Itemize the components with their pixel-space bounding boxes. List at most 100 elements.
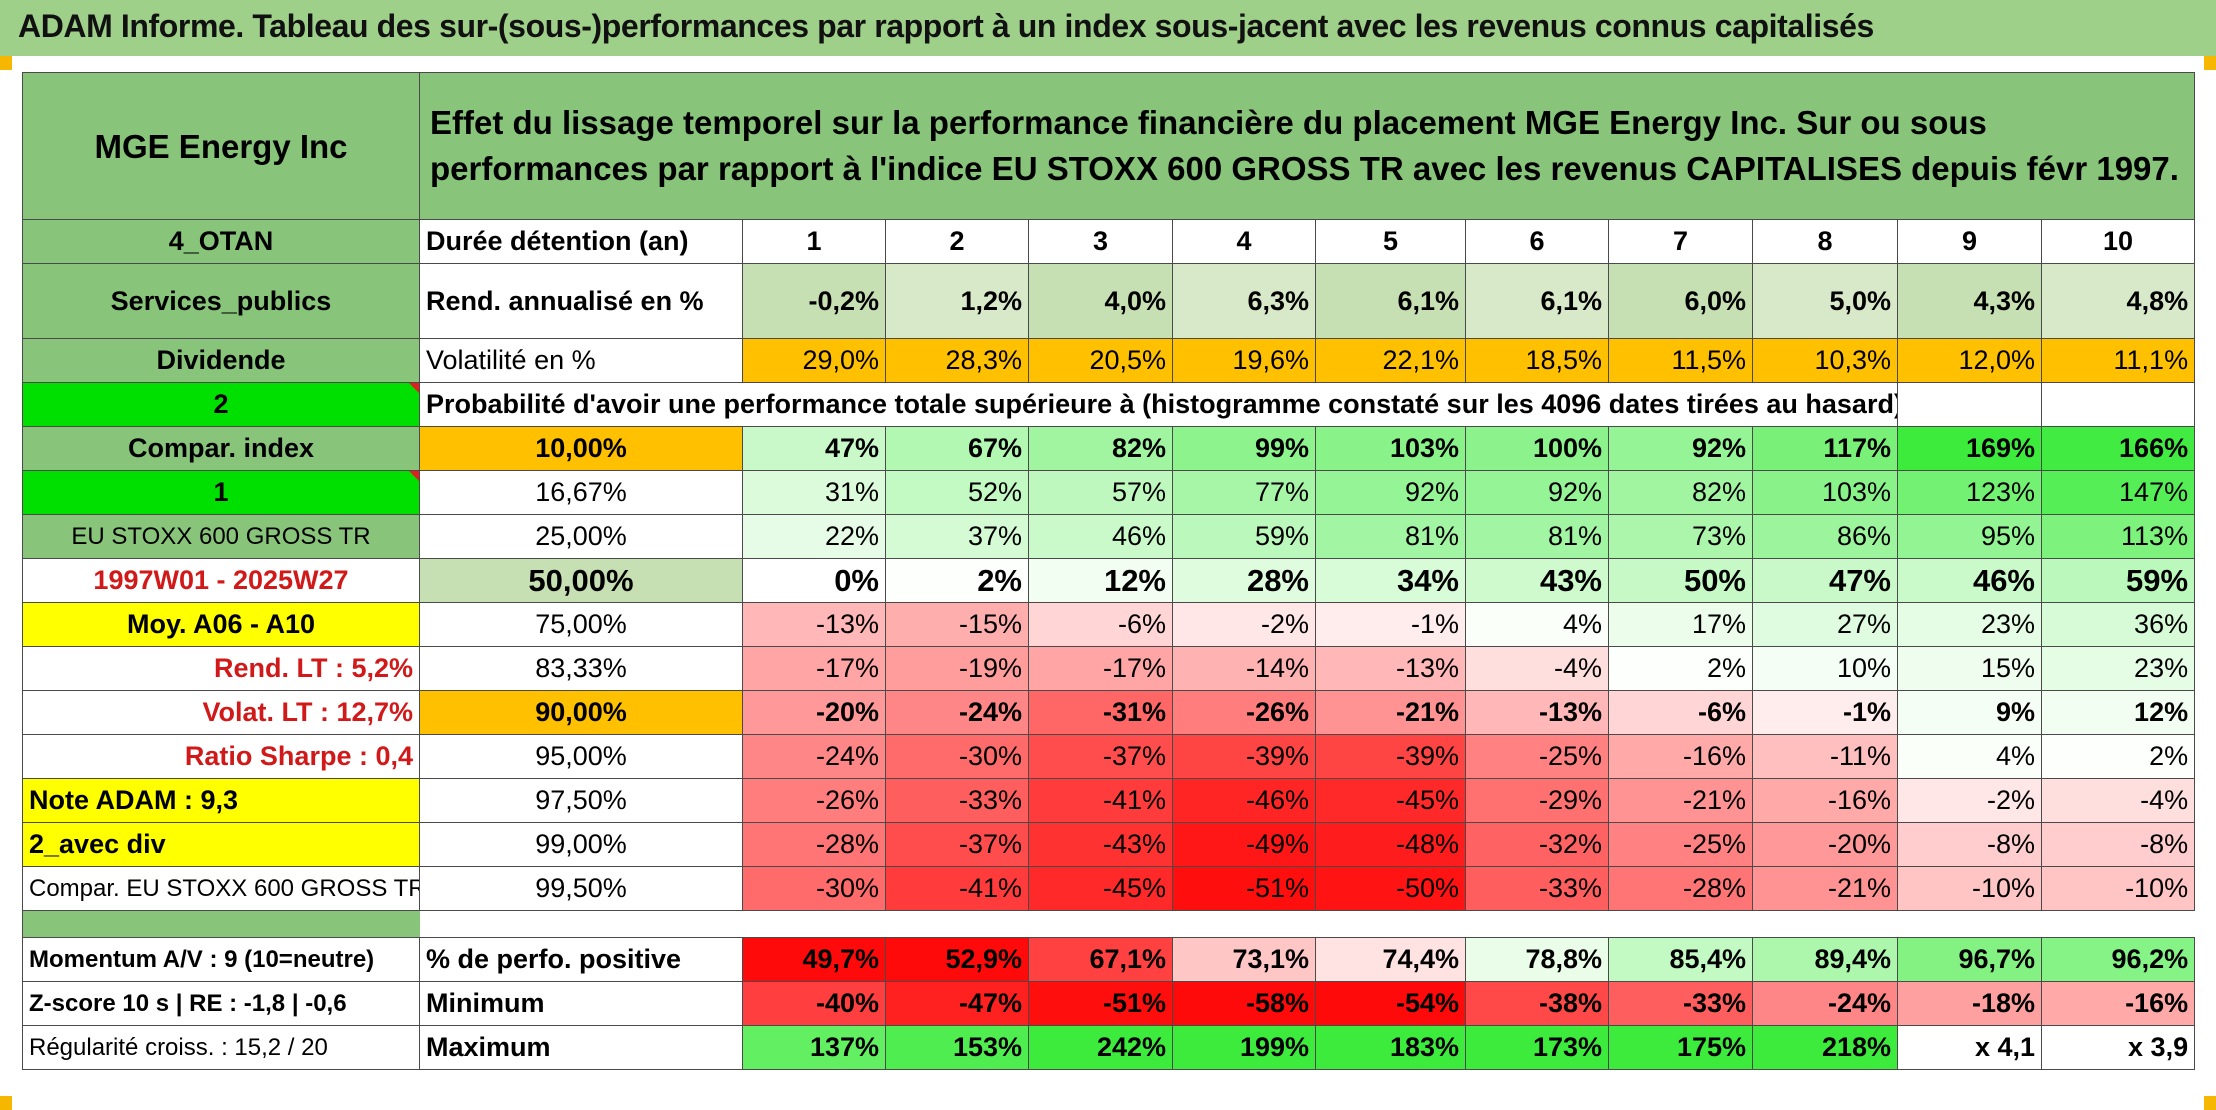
- threshold-value: 81%: [1315, 514, 1466, 559]
- threshold-value: -31%: [1028, 690, 1173, 735]
- corner-marker: [0, 56, 12, 70]
- empty-cell: [2040, 382, 2196, 427]
- spacer-cell: [1898, 911, 2042, 938]
- threshold-value: 4%: [1465, 602, 1609, 647]
- threshold-value: 52%: [885, 470, 1029, 515]
- threshold-value: 12%: [1028, 558, 1173, 603]
- threshold-value: 81%: [1465, 514, 1609, 559]
- maximum-value: 183%: [1315, 1025, 1466, 1070]
- positive-value: 85,4%: [1608, 937, 1753, 982]
- threshold-value: -25%: [1608, 822, 1753, 867]
- positive-value: 67,1%: [1028, 937, 1173, 982]
- threshold-value: 123%: [1897, 470, 2042, 515]
- table-row: Services_publics Rend. annualisé en % -0,2…: [22, 263, 2196, 339]
- dividende-value: 2: [22, 382, 420, 427]
- threshold-value: -14%: [1172, 646, 1316, 691]
- company-name: MGE Energy Inc: [22, 72, 420, 220]
- threshold-value: -13%: [742, 602, 886, 647]
- threshold-value: 9%: [1897, 690, 2042, 735]
- table-row: 2 Probabilité d'avoir une performance tot…: [22, 382, 2196, 427]
- threshold-value: 77%: [1172, 470, 1316, 515]
- threshold-value: -33%: [885, 778, 1029, 823]
- minimum-value: -47%: [885, 981, 1029, 1026]
- threshold-row: Compar. index 10,00% 47% 67% 82% 99% 103% 100% 9…: [22, 426, 2196, 471]
- threshold-label: 99,00%: [419, 822, 743, 867]
- volat-value: 10,3%: [1752, 338, 1898, 383]
- threshold-value: -1%: [1315, 602, 1466, 647]
- threshold-value: 27%: [1752, 602, 1898, 647]
- threshold-value: -28%: [742, 822, 886, 867]
- maximum-value: 175%: [1608, 1025, 1753, 1070]
- threshold-value: -41%: [885, 866, 1029, 911]
- threshold-value: 46%: [1897, 558, 2042, 603]
- maximum-value: 218%: [1752, 1025, 1898, 1070]
- threshold-label: 99,50%: [419, 866, 743, 911]
- positive-label: % de perfo. positive: [419, 937, 743, 982]
- threshold-value: -43%: [1028, 822, 1173, 867]
- spacer-cell: [1029, 911, 1173, 938]
- corner-marker: [2204, 1096, 2216, 1110]
- threshold-value: -46%: [1172, 778, 1316, 823]
- volat-value: 20,5%: [1028, 338, 1173, 383]
- minimum-value: -40%: [742, 981, 886, 1026]
- rend-value: 4,8%: [2040, 263, 2196, 339]
- duree-label: Durée détention (an): [419, 219, 743, 264]
- threshold-label: 50,00%: [419, 558, 743, 603]
- threshold-value: -2%: [1172, 602, 1316, 647]
- minimum-value: -33%: [1608, 981, 1753, 1026]
- threshold-value: -48%: [1315, 822, 1466, 867]
- threshold-value: -24%: [742, 734, 886, 779]
- threshold-value: 73%: [1608, 514, 1753, 559]
- threshold-row: Ratio Sharpe : 0,4 95,00% -24% -30% -37% -39%…: [22, 734, 2196, 779]
- volat-lt-label: Volat. LT : 12,7%: [22, 690, 420, 735]
- maximum-value: 242%: [1028, 1025, 1173, 1070]
- threshold-value: 92%: [1465, 470, 1609, 515]
- threshold-row: 1997W01 - 2025W27 50,00% 0% 2% 12% 28% 34% 43% 5…: [22, 558, 2196, 603]
- threshold-value: -20%: [1752, 822, 1898, 867]
- index-name: EU STOXX 600 GROSS TR: [22, 514, 420, 559]
- corner-marker: [2204, 56, 2216, 70]
- rend-value: 6,1%: [1315, 263, 1466, 339]
- threshold-value: 99%: [1172, 426, 1316, 471]
- year-header: 4: [1172, 219, 1316, 264]
- threshold-value: -30%: [742, 866, 886, 911]
- minimum-value: -54%: [1315, 981, 1466, 1026]
- threshold-value: 2%: [1608, 646, 1753, 691]
- spacer-cell: [886, 911, 1029, 938]
- threshold-label: 97,50%: [419, 778, 743, 823]
- threshold-value: 82%: [1608, 470, 1753, 515]
- threshold-row: EU STOXX 600 GROSS TR 25,00% 22% 37% 46% 59% 8…: [22, 514, 2196, 559]
- threshold-value: 92%: [1315, 470, 1466, 515]
- rend-value: -0,2%: [742, 263, 886, 339]
- threshold-value: -17%: [1028, 646, 1173, 691]
- table-body: MGE Energy Inc Effet du lissage temporel…: [22, 72, 2196, 1070]
- year-header: 1: [742, 219, 886, 264]
- positive-value: 96,7%: [1897, 937, 2042, 982]
- threshold-value: -1%: [1752, 690, 1898, 735]
- year-header: 6: [1465, 219, 1609, 264]
- volat-value: 22,1%: [1315, 338, 1466, 383]
- threshold-label: 16,67%: [419, 470, 743, 515]
- dividende-label: Dividende: [22, 338, 420, 383]
- volat-value: 18,5%: [1465, 338, 1609, 383]
- threshold-value: -50%: [1315, 866, 1466, 911]
- threshold-value: -33%: [1465, 866, 1609, 911]
- rend-value: 6,3%: [1172, 263, 1316, 339]
- threshold-value: -13%: [1315, 646, 1466, 691]
- threshold-value: 67%: [885, 426, 1029, 471]
- threshold-value: 15%: [1897, 646, 2042, 691]
- threshold-value: 82%: [1028, 426, 1173, 471]
- threshold-value: 28%: [1172, 558, 1316, 603]
- maximum-value: 199%: [1172, 1025, 1316, 1070]
- period-label: 1997W01 - 2025W27: [22, 558, 420, 603]
- threshold-row: Moy. A06 - A10 75,00% -13% -15% -6% -2% -1% 4% 1…: [22, 602, 2196, 647]
- page-title: ADAM Informe. Tableau des sur-(sous-)per…: [18, 8, 1874, 44]
- table-row: Z-score 10 s | RE : -1,8 | -0,6 Minimum -4…: [22, 981, 2196, 1026]
- threshold-value: 59%: [2040, 558, 2196, 603]
- threshold-value: -24%: [885, 690, 1029, 735]
- threshold-value: 59%: [1172, 514, 1316, 559]
- rend-lt-label: Rend. LT : 5,2%: [22, 646, 420, 691]
- threshold-label: 75,00%: [419, 602, 743, 647]
- title-bar: ADAM Informe. Tableau des sur-(sous-)per…: [0, 0, 2216, 56]
- threshold-value: 34%: [1315, 558, 1466, 603]
